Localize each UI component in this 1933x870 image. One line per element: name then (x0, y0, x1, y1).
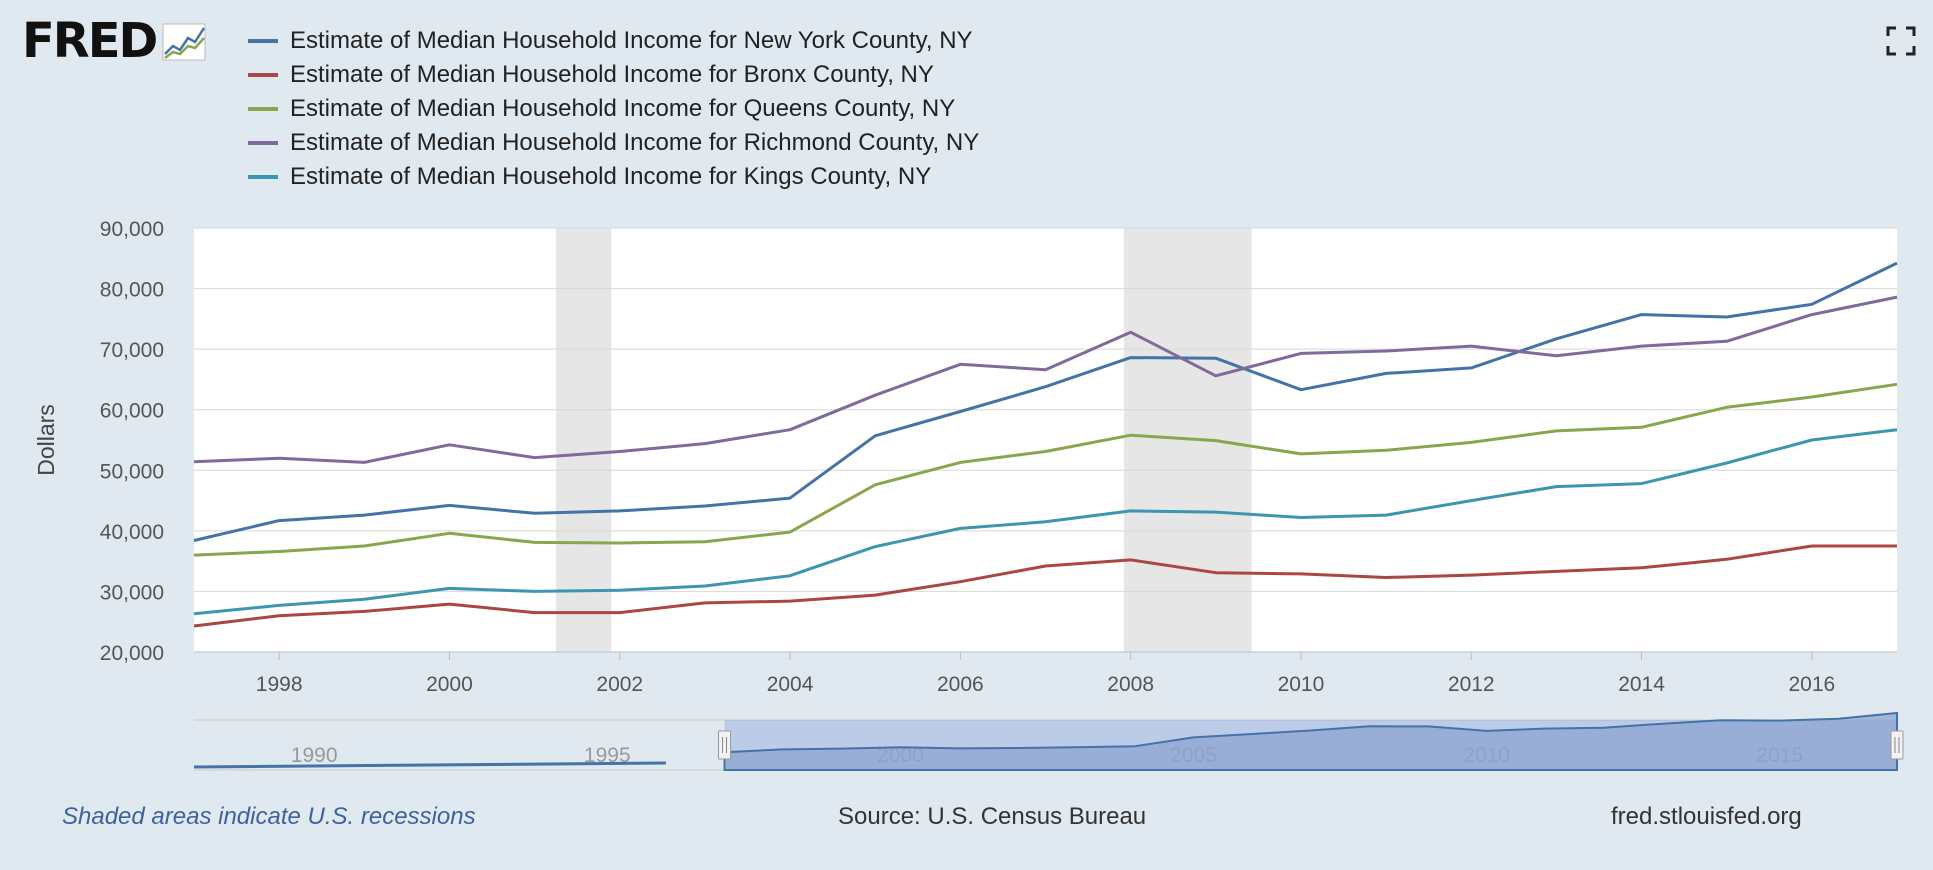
legend-item[interactable]: Estimate of Median Household Income for … (248, 58, 979, 92)
navigator-series-area (723, 711, 1898, 771)
y-tick-label: 40,000 (100, 521, 164, 544)
navigator-series-line (193, 761, 666, 769)
recession-band (555, 228, 612, 652)
legend-label: Estimate of Median Household Income for … (290, 95, 956, 122)
navigator-handle-left[interactable] (718, 730, 732, 760)
series-line[interactable] (193, 428, 1898, 616)
legend-item[interactable]: Estimate of Median Household Income for … (248, 126, 979, 160)
legend-swatch (248, 39, 278, 43)
x-tick-label: 2012 (1448, 673, 1495, 696)
x-tick-label: 2002 (596, 673, 643, 696)
x-tick-label: 2010 (1278, 673, 1325, 696)
x-tick-label: 2006 (937, 673, 984, 696)
legend-swatch (248, 141, 278, 145)
x-tick-label: 1998 (256, 673, 303, 696)
series-line[interactable] (193, 544, 1897, 628)
navigator-tick-label: 1990 (291, 744, 338, 767)
legend-label: Estimate of Median Household Income for … (290, 61, 934, 88)
navigator-handle-right[interactable] (1890, 730, 1904, 760)
plot-background (194, 228, 1897, 652)
y-tick-label: 50,000 (100, 460, 164, 483)
y-tick-label: 70,000 (100, 339, 164, 362)
legend-swatch (248, 107, 278, 111)
x-tick-label: 2014 (1618, 673, 1665, 696)
x-tick-label: 2004 (767, 673, 814, 696)
fred-logo: FRED (22, 13, 208, 69)
legend-label: Estimate of Median Household Income for … (290, 129, 980, 156)
legend-swatch (248, 175, 278, 179)
y-tick-label: 90,000 (100, 218, 164, 241)
recession-note: Shaded areas indicate U.S. recessions (62, 803, 476, 830)
y-tick-label: 20,000 (100, 642, 164, 665)
site-link[interactable]: fred.stlouisfed.org (1611, 803, 1802, 830)
navigator-tick-label: 1995 (584, 744, 631, 767)
y-tick-label: 60,000 (100, 400, 164, 423)
legend: Estimate of Median Household Income for … (248, 24, 979, 194)
x-tick-label: 2000 (426, 673, 473, 696)
legend-label: Estimate of Median Household Income for … (290, 163, 932, 190)
plot-area: 20,000 30,000 40,000 50,000 60,000 70,000 80,0… (33, 218, 1898, 696)
legend-label: Estimate of Median Household Income for … (290, 27, 973, 54)
legend-swatch (248, 73, 278, 77)
x-tick-label: 2016 (1788, 673, 1835, 696)
logo-text: FRED (22, 13, 158, 69)
legend-item[interactable]: Estimate of Median Household Income for … (248, 160, 979, 194)
legend-item[interactable]: Estimate of Median Household Income for … (248, 24, 979, 58)
source-text: Source: U.S. Census Bureau (838, 803, 1147, 830)
legend-item[interactable]: Estimate of Median Household Income for … (248, 92, 979, 126)
series-line[interactable] (193, 295, 1898, 464)
series-line[interactable] (193, 382, 1898, 557)
fullscreen-icon[interactable] (1886, 26, 1916, 56)
y-tick-label: 30,000 (100, 581, 164, 604)
y-tick-label: 80,000 (100, 279, 164, 302)
navigator[interactable]: 199019952000200520102015 (193, 711, 1904, 771)
y-axis-label: Dollars (33, 404, 59, 476)
x-tick-label: 2008 (1107, 673, 1154, 696)
line-graph-icon (162, 23, 206, 61)
series-line[interactable] (193, 261, 1898, 542)
